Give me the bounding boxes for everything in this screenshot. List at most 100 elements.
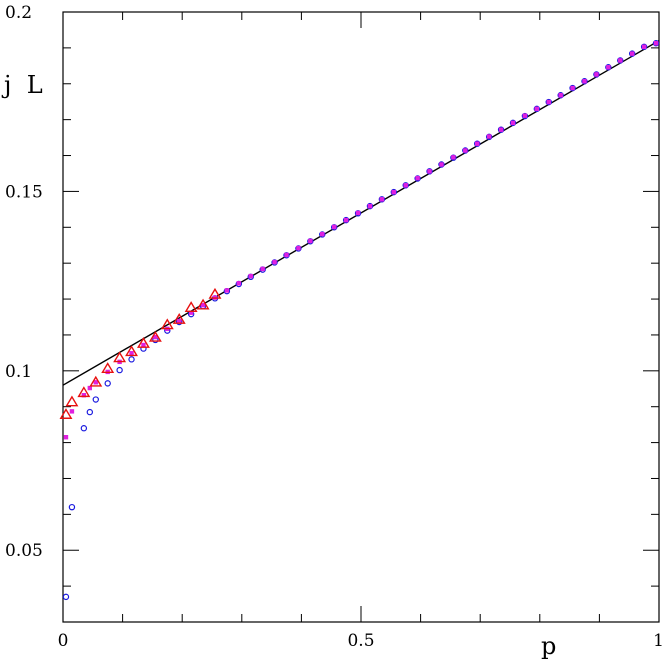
point-circle — [652, 40, 660, 47]
point-circle — [92, 396, 99, 403]
point-triangle — [172, 312, 186, 324]
point-square — [129, 351, 134, 356]
point-square — [594, 72, 599, 77]
point-triangle — [113, 351, 127, 363]
point-square — [343, 217, 349, 223]
y-tick-label: 0.1 — [5, 362, 32, 382]
point-circle — [557, 92, 564, 99]
point-circle — [307, 238, 314, 245]
point-circle — [390, 188, 397, 196]
point-square — [463, 148, 468, 153]
point-square — [367, 203, 373, 209]
point-square — [653, 41, 659, 46]
point-circle — [116, 366, 123, 374]
point-circle — [62, 593, 70, 601]
point-square — [320, 231, 325, 237]
point-square — [403, 183, 408, 188]
point-circle — [104, 380, 111, 387]
point-circle — [617, 57, 624, 64]
point-triangle — [184, 301, 198, 313]
point-circle — [497, 126, 505, 133]
point-circle — [521, 112, 529, 120]
point-circle — [271, 259, 278, 266]
point-circle — [450, 154, 457, 161]
point-square — [177, 318, 182, 324]
point-square — [522, 113, 528, 118]
point-triangle — [101, 362, 115, 374]
point-triangle — [208, 287, 222, 299]
point-square — [546, 99, 551, 105]
point-circle — [283, 252, 290, 259]
point-circle — [86, 408, 94, 416]
plot-frame — [62, 11, 660, 623]
point-circle — [68, 503, 76, 511]
point-circle — [462, 147, 469, 154]
point-square — [153, 334, 158, 340]
point-square — [284, 252, 289, 258]
point-circle — [581, 78, 588, 85]
point-circle — [593, 71, 600, 78]
point-square — [582, 79, 587, 84]
point-square — [606, 65, 611, 70]
point-circle — [474, 140, 481, 147]
point-square — [272, 259, 277, 265]
point-triangle — [196, 298, 210, 310]
point-circle — [628, 50, 636, 57]
point-circle — [354, 210, 362, 217]
point-square — [391, 189, 396, 195]
point-circle — [319, 231, 326, 238]
point-square — [498, 127, 504, 132]
point-square — [439, 162, 444, 167]
point-square — [629, 51, 635, 56]
point-triangle — [160, 318, 174, 330]
point-circle — [378, 196, 386, 203]
point-square — [618, 58, 623, 63]
point-circle — [569, 84, 576, 92]
point-square — [641, 44, 647, 50]
point-circle — [80, 425, 88, 432]
point-square — [260, 266, 265, 272]
point-circle — [330, 224, 338, 231]
point-square — [93, 380, 98, 385]
x-axis-label: p — [541, 632, 556, 660]
point-circle — [640, 43, 648, 51]
point-square — [451, 155, 456, 160]
point-square — [534, 106, 540, 112]
data-marks — [59, 40, 660, 601]
point-triangle — [65, 395, 79, 407]
point-circle — [605, 64, 612, 71]
point-circle — [426, 168, 433, 175]
y-tick-label: 0.2 — [5, 3, 32, 23]
point-square — [558, 93, 563, 98]
point-square — [141, 342, 146, 348]
point-square — [331, 224, 337, 230]
x-tick-label: 0 — [58, 631, 69, 651]
y-axis-label: j L — [1, 71, 43, 99]
point-triangle — [148, 330, 162, 342]
point-circle — [128, 356, 135, 363]
point-circle — [402, 182, 409, 189]
tick-labels: 0 0.5 1 0.05 0.1 0.15 0.2 — [5, 3, 664, 651]
point-square — [355, 210, 361, 216]
point-square — [427, 169, 432, 174]
point-square — [415, 175, 420, 181]
y-tick-label: 0.05 — [5, 541, 43, 561]
point-square — [510, 120, 516, 126]
point-square — [486, 134, 492, 139]
point-triangle — [137, 337, 150, 348]
point-square — [87, 385, 93, 391]
point-square — [63, 435, 69, 440]
point-square — [379, 197, 385, 202]
point-circle — [438, 161, 445, 168]
axis-ticks — [63, 11, 659, 622]
point-square — [224, 288, 230, 293]
point-circle — [545, 98, 552, 106]
point-circle — [295, 245, 302, 252]
point-circle — [485, 133, 493, 141]
point-circle — [366, 202, 374, 210]
x-tick-label: 0.5 — [347, 631, 374, 651]
point-triangle — [77, 386, 91, 398]
point-triangle — [59, 408, 73, 419]
point-square — [188, 310, 194, 315]
